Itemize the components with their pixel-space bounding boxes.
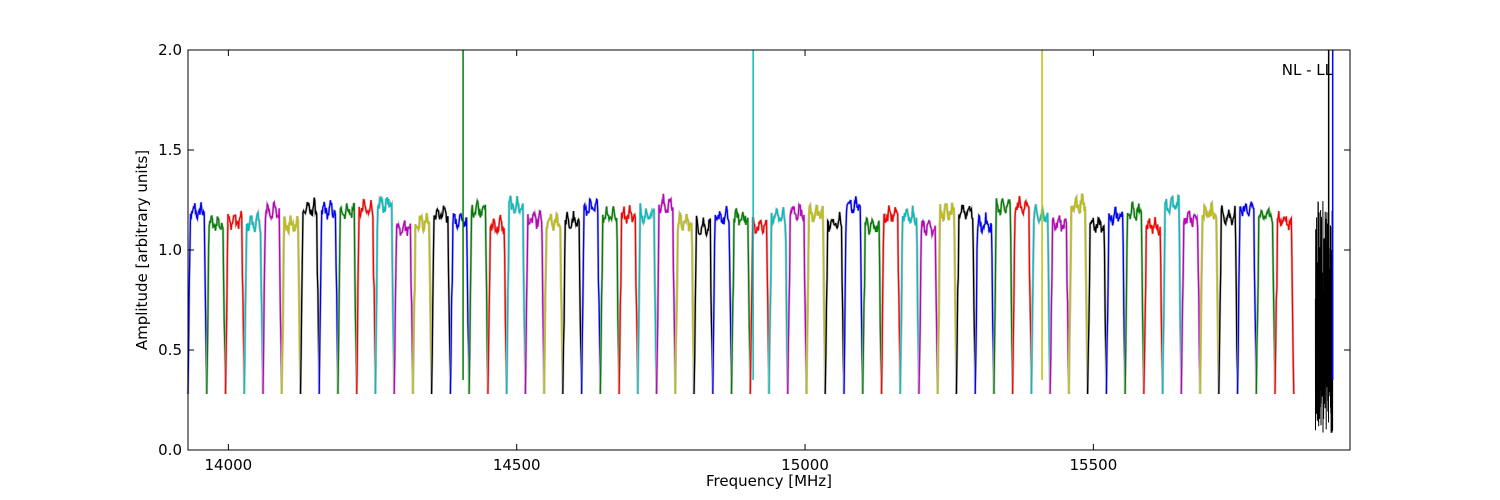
band-series-line (768, 207, 789, 395)
band-series-line (1030, 204, 1051, 395)
band-series-line (206, 215, 227, 395)
band-series-line (937, 202, 958, 395)
band-series-line (787, 202, 808, 395)
y-tick-label: 0.5 (158, 341, 182, 359)
band-series-line (599, 206, 620, 395)
y-axis-label: Amplitude [arbitrary units] (133, 150, 151, 350)
band-series-line (1105, 206, 1126, 395)
band-series-line (562, 211, 583, 395)
band-series-line (1124, 201, 1145, 395)
band-series-line (1011, 195, 1033, 395)
band-series-line (974, 212, 995, 395)
chart-series-group (186, 50, 1334, 433)
band-series-line (299, 197, 320, 395)
y-axis-ticks: 0.0 0.5 1.0 1.5 2.0 (158, 41, 1350, 459)
band-series-line (824, 211, 845, 395)
y-tick-label: 0.0 (158, 441, 182, 459)
band-series-line (1143, 216, 1164, 395)
x-tick-label: 14500 (493, 456, 541, 474)
y-tick-label: 1.5 (158, 141, 182, 159)
band-series-line (281, 215, 302, 395)
band-series-line (468, 198, 489, 395)
band-series-line (1086, 216, 1108, 395)
band-series-line (805, 203, 826, 395)
band-series-line (880, 205, 901, 395)
band-series-line (487, 214, 508, 395)
band-series-line (580, 197, 601, 395)
band-series-line (374, 196, 395, 395)
band-shadow-line (936, 202, 958, 395)
band-series-line (993, 198, 1014, 395)
y-tick-label: 2.0 (158, 41, 182, 59)
band-series-line (918, 219, 939, 395)
band-series-line (637, 203, 658, 395)
band-series-line (318, 200, 339, 395)
band-series-line (524, 209, 545, 395)
band-series-line (1049, 215, 1070, 395)
band-series-line (393, 220, 414, 395)
band-series-line (693, 215, 714, 395)
band-series-line (1161, 194, 1182, 395)
band-series-line (187, 202, 208, 395)
band-series-line (449, 213, 470, 395)
band-series-line (843, 196, 864, 395)
x-tick-label: 14000 (205, 456, 253, 474)
band-series-line (224, 210, 245, 395)
noise-series-line (1314, 201, 1334, 433)
band-series-line (412, 212, 433, 395)
band-series-line (862, 217, 883, 395)
band-series-line (1180, 210, 1201, 395)
band-series-line (543, 212, 564, 395)
band-series-line (1218, 205, 1239, 395)
band-series-line (1199, 201, 1220, 395)
band-series-line (655, 193, 676, 395)
annotation-label: NL - LL (1282, 61, 1334, 79)
band-series-line (1068, 193, 1089, 395)
band-series-line (1274, 211, 1295, 395)
x-axis-ticks: 14000 14500 15000 15500 (205, 50, 1118, 474)
band-series-line (356, 198, 377, 395)
x-tick-label: 15500 (1070, 456, 1118, 474)
band-series-line (674, 211, 695, 395)
band-series-line (505, 195, 527, 395)
band-series-line (1236, 201, 1257, 395)
band-series-line (730, 208, 751, 395)
x-tick-label: 15000 (781, 456, 829, 474)
band-series-line (243, 210, 264, 395)
band-series-line (1255, 206, 1276, 395)
band-series-line (899, 205, 920, 395)
y-tick-label: 1.0 (158, 241, 182, 259)
band-series-line (712, 205, 733, 395)
band-series-line (618, 205, 639, 395)
band-shadow-line (898, 205, 921, 395)
band-series-line (955, 204, 976, 395)
band-shadow-line (992, 197, 1014, 395)
band-series-line (262, 200, 283, 395)
x-axis-label: Frequency [MHz] (706, 472, 832, 490)
band-series-line (430, 205, 452, 395)
band-series-line (337, 202, 358, 395)
